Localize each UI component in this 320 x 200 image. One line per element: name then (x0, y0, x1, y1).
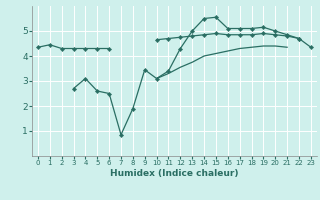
X-axis label: Humidex (Indice chaleur): Humidex (Indice chaleur) (110, 169, 239, 178)
